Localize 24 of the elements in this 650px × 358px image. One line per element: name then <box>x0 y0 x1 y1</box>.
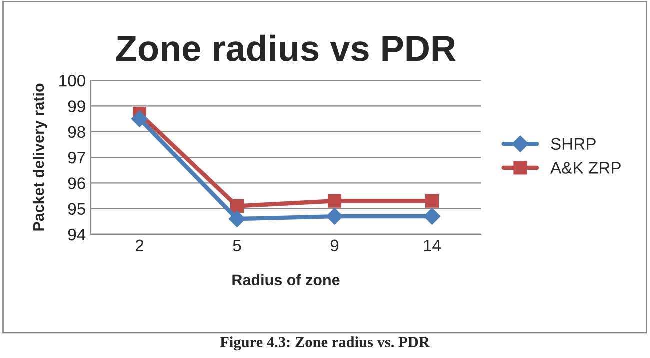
legend-label: A&K ZRP <box>550 162 621 174</box>
point <box>424 208 441 225</box>
legend-label: SHRP <box>551 138 596 150</box>
chart-title: Zone radius vs PDR <box>116 34 456 62</box>
y-axis-title: Packet delivery ratio <box>32 84 48 231</box>
y-tick-label: 96 <box>68 178 86 190</box>
y-tick-label: 97 <box>68 152 86 164</box>
y-tick-label: 100 <box>60 74 86 87</box>
x-tick-label: 5 <box>233 240 242 252</box>
caption: Figure 4.3: Zone radius vs. PDR <box>220 336 430 351</box>
point <box>228 210 246 228</box>
point <box>230 200 244 214</box>
point <box>425 194 440 208</box>
x-tick-label: 9 <box>330 240 339 252</box>
x-tick-label: 14 <box>424 240 442 252</box>
y-tick-label: 94 <box>68 228 86 241</box>
y-tick-label: 98 <box>68 126 86 138</box>
point <box>131 110 148 128</box>
y-tick-label: 95 <box>68 203 86 216</box>
point <box>326 208 344 225</box>
point <box>328 194 342 208</box>
x-axis-title: Radius of zone <box>232 274 340 286</box>
x-tick-label: 2 <box>136 240 144 252</box>
y-tick-label: 99 <box>68 100 86 112</box>
